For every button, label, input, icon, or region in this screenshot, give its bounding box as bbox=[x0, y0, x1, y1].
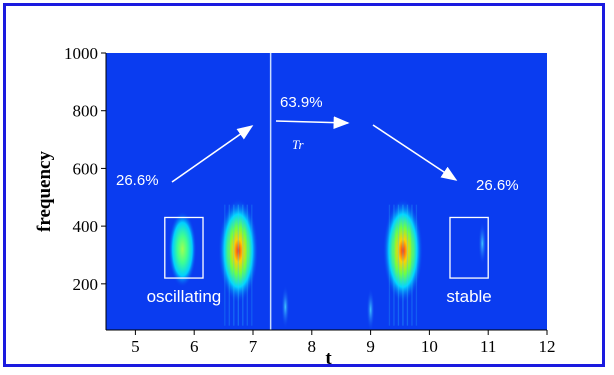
hotspot-4 bbox=[366, 287, 375, 332]
percent-left-label: 26.6% bbox=[116, 172, 159, 189]
y-axis-title: frequency bbox=[34, 151, 55, 232]
x-tick-label: 9 bbox=[366, 337, 375, 356]
tr-label: Tr bbox=[292, 137, 305, 152]
x-tick-label: 5 bbox=[131, 337, 140, 356]
y-tick-label: 400 bbox=[73, 217, 99, 236]
stable-label: stable bbox=[446, 287, 491, 306]
x-tick-label: 8 bbox=[308, 337, 317, 356]
x-tick-label: 10 bbox=[421, 337, 438, 356]
hotspot-3 bbox=[281, 284, 290, 329]
axes: 5 6 7 8 9 10 11 12 200 400 600 800 1000 t frequency bbox=[34, 44, 556, 369]
region-boxes: oscillating stable bbox=[147, 216, 492, 306]
x-tick-label: 11 bbox=[480, 337, 496, 356]
hotspot-0 bbox=[168, 211, 197, 288]
y-tick-label: 1000 bbox=[64, 44, 98, 63]
arrow-middle bbox=[275, 116, 350, 129]
oscillating-label: oscillating bbox=[147, 287, 222, 306]
x-axis-title: t bbox=[325, 348, 332, 369]
y-tick-label: 800 bbox=[73, 102, 99, 121]
x-tick-label: 7 bbox=[249, 337, 258, 356]
y-tick-label: 600 bbox=[73, 159, 99, 178]
y-tick-label: 200 bbox=[73, 275, 99, 294]
percent-middle-label: 63.9% bbox=[280, 94, 323, 111]
intensity-hotspots bbox=[168, 198, 487, 332]
oscillating-box bbox=[164, 216, 204, 279]
hotspot-2 bbox=[382, 198, 423, 303]
stable-box bbox=[449, 216, 489, 279]
x-tick-label: 12 bbox=[539, 337, 556, 356]
arrow-right bbox=[372, 124, 458, 181]
hotspot-5 bbox=[478, 221, 487, 266]
hotspot-1 bbox=[218, 198, 259, 303]
x-tick-label: 6 bbox=[190, 337, 199, 356]
arrow-left bbox=[171, 125, 254, 183]
percent-right-label: 26.6% bbox=[476, 177, 519, 194]
